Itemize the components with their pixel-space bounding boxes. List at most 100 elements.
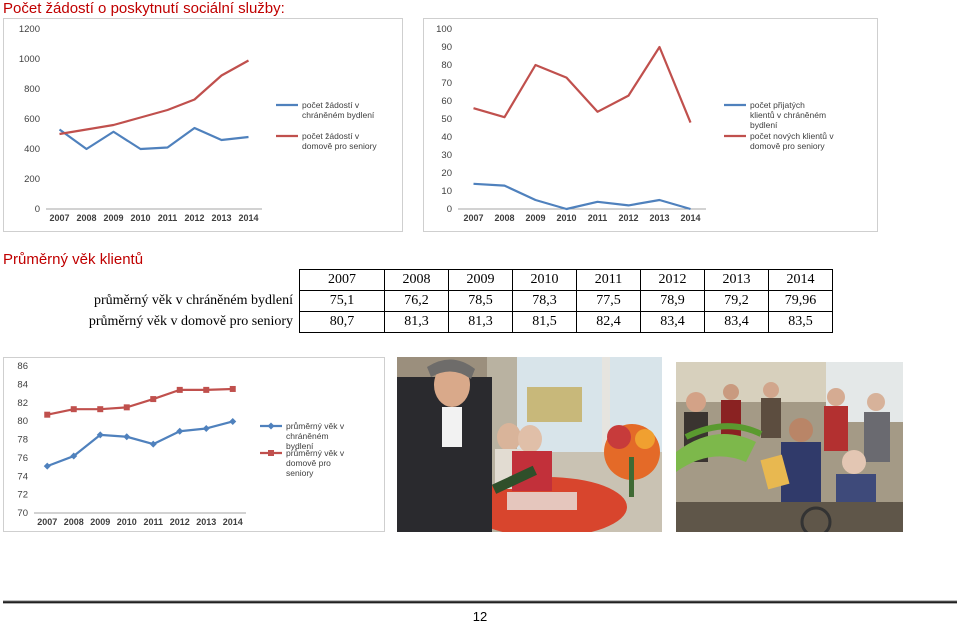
page-number: 12: [472, 609, 488, 624]
y-tick-label: 80: [441, 60, 452, 71]
y-tick-label: 1200: [19, 24, 40, 35]
legend-marker: [268, 450, 274, 456]
legend-label: počet žádostí v domově pro seniory: [302, 131, 377, 151]
requests-heading: Počet žádostí o poskytnutí sociální služ…: [3, 0, 285, 17]
data-point: [97, 406, 104, 413]
series-line: [473, 45, 692, 124]
new-clients-chart: 0 10 20 30 40 50 60 70 80 90 100 2007 2008 2009 2010 20…: [423, 18, 878, 232]
x-tick-label: 2012: [618, 213, 638, 223]
age-heading: Průměrný věk klientů: [3, 251, 144, 268]
age-table-cell: 75,1: [299, 290, 385, 312]
legend-label: průměrný věk v domově pro seniory: [286, 448, 345, 478]
age-table-cell: 78,3: [512, 290, 577, 312]
series-line: [47, 387, 233, 416]
series-line: [46, 420, 234, 468]
age-table-cell: 83,4: [704, 311, 769, 333]
age-table-row-label: průměrný věk v chráněném bydlení: [93, 293, 293, 308]
x-tick-label: 2010: [117, 517, 137, 527]
y-tick-label: 70: [17, 508, 28, 519]
age-table-cell: 77,5: [576, 290, 641, 312]
data-point: [229, 417, 237, 425]
x-tick-label: 2010: [556, 213, 576, 223]
age-table: 2007 2008 2009 2010 2011 2012 2013 2014 …: [3, 269, 833, 333]
data-point: [123, 404, 130, 411]
age-table-year: 2013: [704, 269, 769, 291]
age-table-year: 2014: [768, 269, 833, 291]
data-point: [149, 440, 157, 448]
legend-label: počet přijatých klientů v chráněném bydlen…: [750, 100, 826, 130]
x-tick-label: 2009: [90, 517, 110, 527]
y-tick-label: 20: [441, 168, 452, 179]
x-tick-label: 2008: [64, 517, 84, 527]
age-table-year: 2010: [512, 269, 577, 291]
y-tick-label: 30: [441, 150, 452, 161]
y-tick-label: 80: [17, 416, 28, 427]
y-tick-label: 800: [24, 84, 40, 95]
y-tick-label: 40: [441, 132, 452, 143]
legend-label: počet žádostí v chráněném bydlení: [302, 100, 375, 120]
y-tick-label: 84: [17, 379, 28, 390]
y-tick-label: 86: [17, 361, 28, 372]
data-point: [123, 433, 131, 441]
table-row: průměrný věk v chráněném bydlení 75,1 76…: [3, 290, 833, 312]
age-table-year: 2009: [448, 269, 513, 291]
age-table-cell: 82,4: [576, 311, 641, 333]
data-point: [70, 452, 78, 460]
age-table-year: 2012: [640, 269, 705, 291]
y-tick-label: 60: [441, 96, 452, 107]
series-line: [59, 59, 250, 136]
x-tick-label: 2009: [103, 213, 123, 223]
x-tick-label: 2012: [170, 517, 190, 527]
data-point: [202, 424, 210, 432]
x-tick-label: 2014: [223, 517, 243, 527]
y-tick-label: 400: [24, 144, 40, 155]
data-point: [176, 427, 184, 435]
age-table-cell: 81,3: [384, 311, 449, 333]
data-point: [70, 406, 77, 413]
age-table-cell: 78,5: [448, 290, 513, 312]
y-tick-label: 82: [17, 398, 28, 409]
x-tick-label: 2013: [211, 213, 231, 223]
age-table-year: 2008: [384, 269, 449, 291]
x-tick-label: 2011: [143, 517, 163, 527]
data-point: [176, 386, 183, 393]
age-table-cell: 76,2: [384, 290, 449, 312]
legend-marker: [267, 422, 275, 430]
age-table-corner: [3, 270, 300, 291]
x-tick-label: 2007: [49, 213, 69, 223]
age-table-cell: 79,2: [704, 290, 769, 312]
footer-divider: [3, 600, 957, 604]
age-table-row-label: průměrný věk v domově pro seniory: [88, 314, 293, 329]
average-age-chart: 70 72 74 76 78 80 82 84 86 2007 2008 2009 2010 2011 20…: [3, 357, 385, 532]
x-tick-label: 2014: [680, 213, 700, 223]
x-tick-label: 2014: [238, 213, 258, 223]
x-tick-label: 2012: [184, 213, 204, 223]
x-tick-label: 2011: [158, 213, 178, 223]
x-tick-label: 2007: [463, 213, 483, 223]
y-tick-label: 0: [447, 204, 452, 215]
x-tick-label: 2009: [525, 213, 545, 223]
age-table-cell: 81,3: [448, 311, 513, 333]
data-point: [229, 385, 236, 392]
age-table-cell: 78,9: [640, 290, 705, 312]
age-table-header-row: 2007 2008 2009 2010 2011 2012 2013 2014: [3, 269, 833, 291]
x-tick-label: 2007: [37, 517, 57, 527]
data-point: [96, 431, 104, 439]
y-tick-label: 74: [17, 471, 28, 482]
x-tick-label: 2013: [649, 213, 669, 223]
data-point: [203, 386, 210, 393]
x-tick-label: 2008: [494, 213, 514, 223]
data-point: [150, 396, 157, 403]
y-tick-label: 1000: [19, 54, 40, 65]
y-tick-label: 200: [24, 174, 40, 185]
x-tick-label: 2011: [588, 213, 608, 223]
age-table-cell: 79,96: [768, 290, 833, 312]
celebration-photo: [397, 357, 662, 532]
series-line: [473, 182, 691, 211]
age-table-cell: 81,5: [512, 311, 577, 333]
age-table-year: 2011: [576, 269, 641, 291]
y-tick-label: 600: [24, 114, 40, 125]
y-tick-label: 100: [436, 24, 452, 35]
age-table-cell: 83,5: [768, 311, 833, 333]
x-tick-label: 2010: [130, 213, 150, 223]
